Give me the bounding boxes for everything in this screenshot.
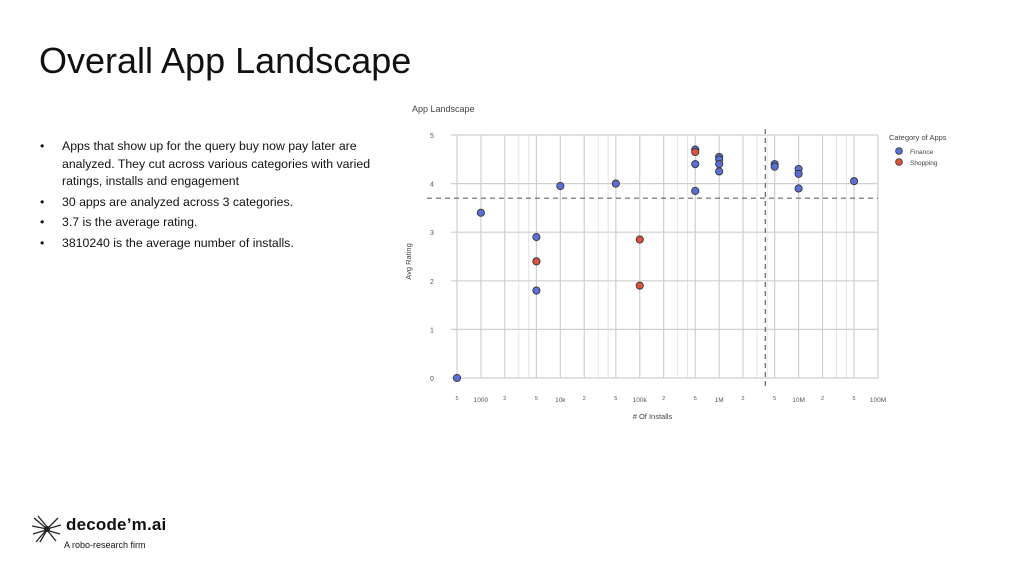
slide-title: Overall App Landscape: [39, 40, 412, 81]
data-point-finance: [850, 177, 859, 186]
data-point-shopping: [532, 257, 541, 266]
bullet-text: 3.7 is the average rating.: [62, 215, 198, 229]
x-tick-label: 5: [853, 396, 856, 402]
legend-swatch: [895, 158, 903, 166]
data-point-finance: [794, 184, 803, 193]
x-tick-label: 5: [773, 396, 776, 402]
logo-tagline: A robo-research firm: [64, 540, 146, 550]
y-tick-label: 2: [430, 279, 434, 286]
data-point-finance: [611, 179, 620, 188]
data-point-finance: [794, 169, 803, 178]
x-tick-label: 5: [455, 396, 458, 402]
y-tick-label: 0: [430, 376, 434, 383]
legend-title: Category of Apps: [889, 133, 947, 142]
data-point-finance: [691, 160, 700, 169]
data-point-finance: [532, 233, 541, 242]
bullet-item: • 30 apps are analyzed across 3 categorie…: [40, 194, 385, 212]
x-tick-label: 2: [583, 396, 586, 402]
x-tick-label: 2: [821, 396, 824, 402]
chart-svg: 0 1 2 3 4 5 5 1000 2 5 10k 2 5 100k 2 5 1M 2 5 10M 2 5 100M App…: [404, 104, 947, 421]
bullet-glyph: •: [40, 215, 45, 229]
bullet-item: • 3810240 is the average number of instal…: [40, 235, 385, 253]
x-tick-label: 5: [694, 396, 697, 402]
x-axis-label: # Of Installs: [633, 412, 673, 421]
x-tick-label: 2: [503, 396, 506, 402]
legend-label: Shopping: [910, 160, 938, 167]
y-tick-label: 3: [430, 230, 434, 237]
logo-mark-icon: [31, 515, 62, 543]
x-tick-label: 2: [742, 396, 745, 402]
data-point-finance: [532, 286, 541, 295]
y-tick-label: 4: [430, 182, 434, 189]
logo-name: decode’m.ai: [66, 515, 167, 534]
bullet-item: • 3.7 is the average rating.: [40, 214, 385, 232]
data-point-shopping: [635, 235, 644, 244]
bullet-glyph: •: [40, 139, 45, 153]
data-point-finance: [715, 167, 724, 176]
x-tick-label: 1000: [474, 397, 489, 404]
x-tick-label: 10k: [555, 397, 566, 404]
logo: decode’m.ai A robo-research firm: [30, 512, 190, 556]
x-tick-label: 2: [662, 396, 665, 402]
scatter-chart: 0 1 2 3 4 5 5 1000 2 5 10k 2 5 100k 2 5 1M 2 5 10M 2 5 100M App…: [395, 98, 947, 428]
data-point-finance: [770, 162, 779, 171]
x-tick-label: 100k: [633, 397, 648, 404]
x-tick-label: 10M: [792, 397, 805, 404]
bullet-list: • Apps that show up for the query buy now…: [40, 138, 385, 255]
x-tick-label: 5: [535, 396, 538, 402]
data-point-shopping: [635, 281, 644, 290]
data-point-finance: [715, 160, 724, 169]
data-point-finance: [476, 208, 485, 217]
y-tick-label: 1: [430, 327, 434, 334]
data-point-finance: [691, 186, 700, 195]
x-tick-label: 5: [614, 396, 617, 402]
bullet-text: Apps that show up for the query buy now …: [62, 139, 371, 188]
bullet-item: • Apps that show up for the query buy now…: [40, 138, 385, 191]
data-point-shopping: [691, 147, 700, 157]
x-tick-label: 100M: [870, 397, 886, 404]
bullet-glyph: •: [40, 194, 45, 209]
bullet-glyph: •: [40, 235, 45, 250]
x-tick-label: 1M: [715, 397, 724, 404]
chart-legend: Category of Apps Finance Shopping: [889, 133, 947, 167]
legend-label: Finance: [910, 149, 934, 156]
bullet-text: 30 apps are analyzed across 3 categories…: [62, 194, 294, 209]
data-point-finance: [452, 373, 462, 383]
legend-swatch: [895, 147, 903, 155]
y-axis-label: Avg Rating: [404, 243, 413, 280]
chart-title: App Landscape: [412, 104, 475, 114]
data-point-finance: [556, 181, 565, 191]
y-tick-label: 5: [430, 133, 434, 140]
bullet-text: 3810240 is the average number of install…: [62, 235, 294, 250]
